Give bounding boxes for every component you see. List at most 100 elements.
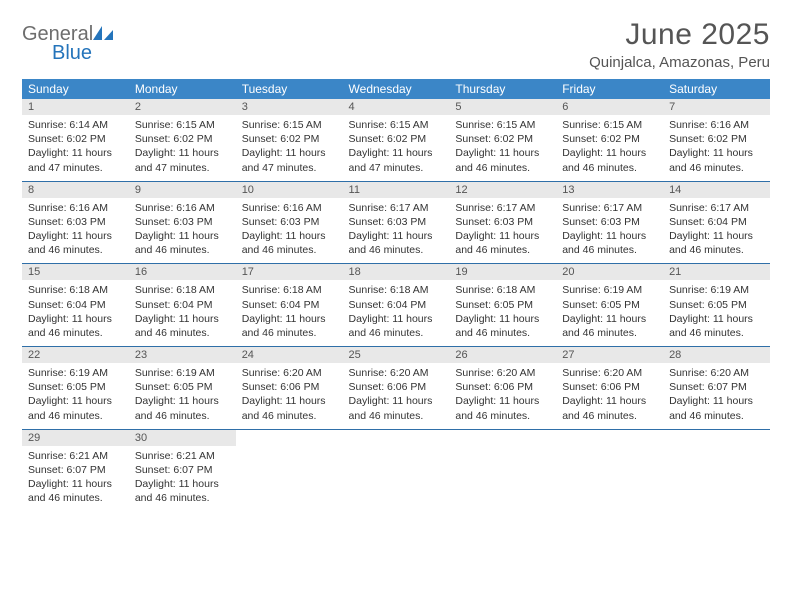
sunrise-line: Sunrise: 6:15 AM bbox=[135, 118, 230, 132]
calendar-table: Sunday Monday Tuesday Wednesday Thursday… bbox=[22, 79, 770, 511]
calendar-day-cell: 21Sunrise: 6:19 AMSunset: 6:05 PMDayligh… bbox=[663, 264, 770, 347]
sunset-line: Sunset: 6:03 PM bbox=[135, 215, 230, 229]
day-number: 18 bbox=[343, 264, 450, 280]
sunrise-line: Sunrise: 6:18 AM bbox=[135, 283, 230, 297]
sunset-line: Sunset: 6:06 PM bbox=[455, 380, 550, 394]
day-number: 29 bbox=[22, 430, 129, 446]
day-body: Sunrise: 6:19 AMSunset: 6:05 PMDaylight:… bbox=[663, 280, 770, 346]
calendar-day-cell: 8Sunrise: 6:16 AMSunset: 6:03 PMDaylight… bbox=[22, 181, 129, 264]
daylight-line: Daylight: 11 hours and 46 minutes. bbox=[349, 394, 444, 422]
day-number-empty bbox=[663, 430, 770, 446]
sunset-line: Sunset: 6:05 PM bbox=[28, 380, 123, 394]
daylight-line: Daylight: 11 hours and 46 minutes. bbox=[242, 394, 337, 422]
sunrise-line: Sunrise: 6:16 AM bbox=[135, 201, 230, 215]
day-number: 24 bbox=[236, 347, 343, 363]
day-body-empty bbox=[449, 446, 556, 510]
day-number: 5 bbox=[449, 99, 556, 115]
sunset-line: Sunset: 6:02 PM bbox=[669, 132, 764, 146]
sunset-line: Sunset: 6:05 PM bbox=[669, 298, 764, 312]
calendar-body: 1Sunrise: 6:14 AMSunset: 6:02 PMDaylight… bbox=[22, 99, 770, 511]
day-number-empty bbox=[449, 430, 556, 446]
sunrise-line: Sunrise: 6:15 AM bbox=[455, 118, 550, 132]
daylight-line: Daylight: 11 hours and 46 minutes. bbox=[455, 394, 550, 422]
calendar-day-cell: 19Sunrise: 6:18 AMSunset: 6:05 PMDayligh… bbox=[449, 264, 556, 347]
header: General Blue June 2025 Quinjalca, Amazon… bbox=[22, 18, 770, 71]
day-body: Sunrise: 6:19 AMSunset: 6:05 PMDaylight:… bbox=[22, 363, 129, 429]
weekday-header: Saturday bbox=[663, 79, 770, 99]
sunset-line: Sunset: 6:03 PM bbox=[349, 215, 444, 229]
day-number: 23 bbox=[129, 347, 236, 363]
daylight-line: Daylight: 11 hours and 46 minutes. bbox=[669, 146, 764, 174]
sunrise-line: Sunrise: 6:16 AM bbox=[28, 201, 123, 215]
day-body: Sunrise: 6:15 AMSunset: 6:02 PMDaylight:… bbox=[343, 115, 450, 181]
day-body: Sunrise: 6:16 AMSunset: 6:03 PMDaylight:… bbox=[22, 198, 129, 264]
calendar-day-cell: 11Sunrise: 6:17 AMSunset: 6:03 PMDayligh… bbox=[343, 181, 450, 264]
sunset-line: Sunset: 6:06 PM bbox=[242, 380, 337, 394]
calendar-day-cell: 26Sunrise: 6:20 AMSunset: 6:06 PMDayligh… bbox=[449, 347, 556, 430]
sunrise-line: Sunrise: 6:15 AM bbox=[242, 118, 337, 132]
day-number: 7 bbox=[663, 99, 770, 115]
page-title: June 2025 bbox=[589, 18, 770, 52]
sunset-line: Sunset: 6:04 PM bbox=[135, 298, 230, 312]
calendar-week-row: 22Sunrise: 6:19 AMSunset: 6:05 PMDayligh… bbox=[22, 347, 770, 430]
calendar-day-cell: 30Sunrise: 6:21 AMSunset: 6:07 PMDayligh… bbox=[129, 429, 236, 511]
calendar-day-cell: 10Sunrise: 6:16 AMSunset: 6:03 PMDayligh… bbox=[236, 181, 343, 264]
sunrise-line: Sunrise: 6:15 AM bbox=[349, 118, 444, 132]
weekday-header-row: Sunday Monday Tuesday Wednesday Thursday… bbox=[22, 79, 770, 99]
day-number: 12 bbox=[449, 182, 556, 198]
sunrise-line: Sunrise: 6:19 AM bbox=[562, 283, 657, 297]
day-number: 3 bbox=[236, 99, 343, 115]
day-body: Sunrise: 6:17 AMSunset: 6:03 PMDaylight:… bbox=[556, 198, 663, 264]
calendar-day-cell: 28Sunrise: 6:20 AMSunset: 6:07 PMDayligh… bbox=[663, 347, 770, 430]
daylight-line: Daylight: 11 hours and 46 minutes. bbox=[28, 312, 123, 340]
calendar-empty-cell bbox=[663, 429, 770, 511]
day-number: 26 bbox=[449, 347, 556, 363]
calendar-empty-cell bbox=[556, 429, 663, 511]
sunset-line: Sunset: 6:02 PM bbox=[28, 132, 123, 146]
sunset-line: Sunset: 6:03 PM bbox=[28, 215, 123, 229]
daylight-line: Daylight: 11 hours and 47 minutes. bbox=[28, 146, 123, 174]
day-number: 19 bbox=[449, 264, 556, 280]
day-body-empty bbox=[663, 446, 770, 510]
day-number: 13 bbox=[556, 182, 663, 198]
sunrise-line: Sunrise: 6:20 AM bbox=[669, 366, 764, 380]
sunset-line: Sunset: 6:05 PM bbox=[562, 298, 657, 312]
calendar-day-cell: 22Sunrise: 6:19 AMSunset: 6:05 PMDayligh… bbox=[22, 347, 129, 430]
logo-text-block: General Blue bbox=[22, 24, 113, 63]
day-body: Sunrise: 6:19 AMSunset: 6:05 PMDaylight:… bbox=[556, 280, 663, 346]
calendar-week-row: 8Sunrise: 6:16 AMSunset: 6:03 PMDaylight… bbox=[22, 181, 770, 264]
day-number: 11 bbox=[343, 182, 450, 198]
calendar-day-cell: 18Sunrise: 6:18 AMSunset: 6:04 PMDayligh… bbox=[343, 264, 450, 347]
day-number: 15 bbox=[22, 264, 129, 280]
day-body: Sunrise: 6:15 AMSunset: 6:02 PMDaylight:… bbox=[556, 115, 663, 181]
day-body: Sunrise: 6:15 AMSunset: 6:02 PMDaylight:… bbox=[449, 115, 556, 181]
calendar-week-row: 1Sunrise: 6:14 AMSunset: 6:02 PMDaylight… bbox=[22, 99, 770, 181]
calendar-day-cell: 12Sunrise: 6:17 AMSunset: 6:03 PMDayligh… bbox=[449, 181, 556, 264]
daylight-line: Daylight: 11 hours and 46 minutes. bbox=[28, 477, 123, 505]
sunrise-line: Sunrise: 6:15 AM bbox=[562, 118, 657, 132]
daylight-line: Daylight: 11 hours and 47 minutes. bbox=[135, 146, 230, 174]
daylight-line: Daylight: 11 hours and 46 minutes. bbox=[135, 312, 230, 340]
daylight-line: Daylight: 11 hours and 47 minutes. bbox=[242, 146, 337, 174]
sunrise-line: Sunrise: 6:18 AM bbox=[242, 283, 337, 297]
sunrise-line: Sunrise: 6:19 AM bbox=[28, 366, 123, 380]
daylight-line: Daylight: 11 hours and 46 minutes. bbox=[562, 146, 657, 174]
calendar-day-cell: 15Sunrise: 6:18 AMSunset: 6:04 PMDayligh… bbox=[22, 264, 129, 347]
daylight-line: Daylight: 11 hours and 46 minutes. bbox=[349, 312, 444, 340]
sunrise-line: Sunrise: 6:21 AM bbox=[28, 449, 123, 463]
day-body-empty bbox=[236, 446, 343, 510]
sunset-line: Sunset: 6:05 PM bbox=[455, 298, 550, 312]
day-body: Sunrise: 6:16 AMSunset: 6:03 PMDaylight:… bbox=[236, 198, 343, 264]
day-number: 28 bbox=[663, 347, 770, 363]
sunrise-line: Sunrise: 6:18 AM bbox=[349, 283, 444, 297]
sunrise-line: Sunrise: 6:20 AM bbox=[562, 366, 657, 380]
day-number: 21 bbox=[663, 264, 770, 280]
daylight-line: Daylight: 11 hours and 46 minutes. bbox=[669, 229, 764, 257]
day-body: Sunrise: 6:19 AMSunset: 6:05 PMDaylight:… bbox=[129, 363, 236, 429]
daylight-line: Daylight: 11 hours and 46 minutes. bbox=[135, 477, 230, 505]
sunrise-line: Sunrise: 6:20 AM bbox=[242, 366, 337, 380]
calendar-day-cell: 3Sunrise: 6:15 AMSunset: 6:02 PMDaylight… bbox=[236, 99, 343, 181]
sunrise-line: Sunrise: 6:21 AM bbox=[135, 449, 230, 463]
weekday-header: Sunday bbox=[22, 79, 129, 99]
day-body: Sunrise: 6:15 AMSunset: 6:02 PMDaylight:… bbox=[129, 115, 236, 181]
